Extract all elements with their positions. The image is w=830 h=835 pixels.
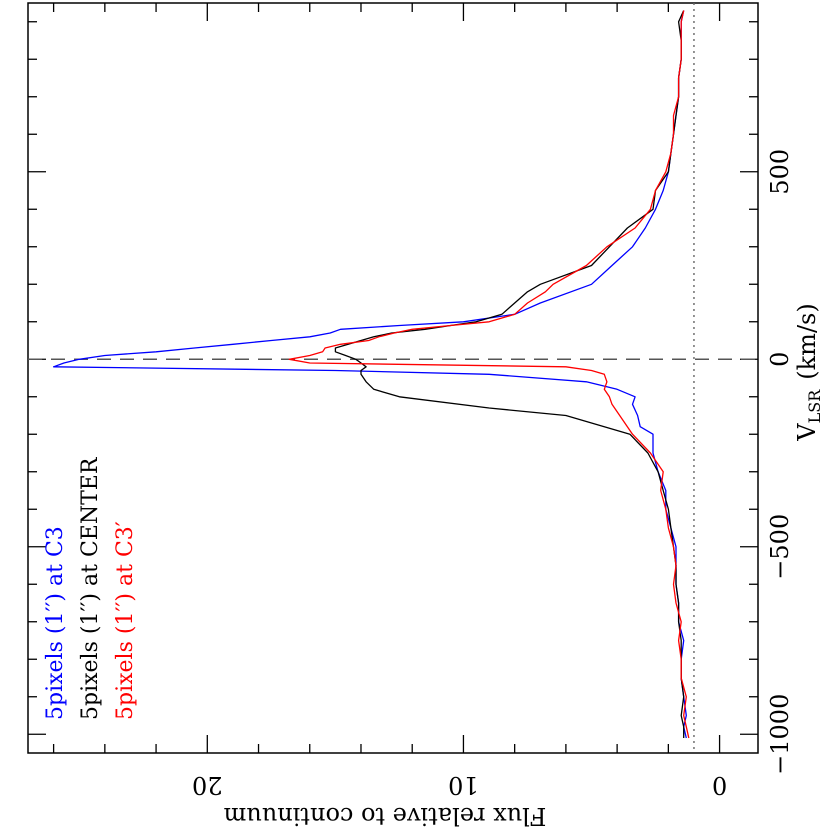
reference-lines bbox=[28, 3, 758, 753]
series-line-c3 bbox=[52, 10, 687, 739]
x-axis-title: VLSR (km/s) bbox=[793, 303, 824, 441]
legend-entry-c3prime: 5pixels (1′′) at C3′ bbox=[113, 521, 138, 720]
x-axis-title-unit: (km/s) bbox=[793, 303, 821, 379]
legend-entry-c3: 5pixels (1′′) at C3 bbox=[43, 526, 68, 720]
y-tick-label: 0 bbox=[712, 771, 727, 799]
x-tick-label: 500 bbox=[766, 149, 794, 195]
legend: 5pixels (1′′) at C3 5pixels (1′′) at CEN… bbox=[43, 456, 138, 720]
plot-frame bbox=[27, 2, 759, 754]
x-tick-label: −1000 bbox=[766, 694, 794, 775]
series-line-center bbox=[334, 10, 685, 738]
legend-entry-center: 5pixels (1′′) at CENTER bbox=[78, 456, 103, 720]
series-line-c3prime bbox=[288, 10, 690, 739]
y-tick-label: 10 bbox=[448, 771, 479, 799]
series-lines bbox=[52, 10, 690, 739]
tick-labels: −1000 −500 0 500 0 10 20 bbox=[192, 149, 794, 799]
x-axis-title-main: V bbox=[793, 423, 821, 442]
y-tick-label: 20 bbox=[192, 771, 223, 799]
x-axis-title-sub: LSR bbox=[805, 389, 824, 424]
y-axis-title: Flux relative to continuum bbox=[223, 802, 546, 830]
x-tick-label: 0 bbox=[766, 352, 794, 367]
x-tick-label: −500 bbox=[766, 514, 794, 580]
